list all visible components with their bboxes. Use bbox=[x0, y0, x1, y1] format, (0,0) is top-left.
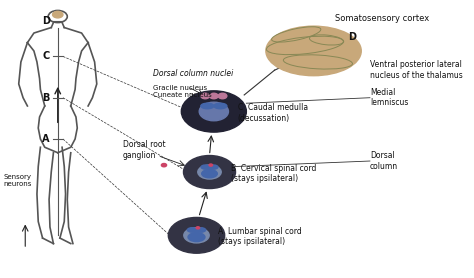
Circle shape bbox=[182, 91, 246, 132]
Ellipse shape bbox=[199, 102, 228, 121]
Ellipse shape bbox=[188, 233, 205, 242]
Ellipse shape bbox=[209, 165, 218, 169]
Text: Dorsal root
ganglion: Dorsal root ganglion bbox=[123, 140, 165, 160]
Ellipse shape bbox=[201, 165, 210, 169]
Text: Somatosensory cortex: Somatosensory cortex bbox=[335, 14, 429, 23]
Circle shape bbox=[183, 155, 236, 188]
Circle shape bbox=[210, 93, 218, 99]
Text: D: D bbox=[42, 16, 50, 26]
Text: A: A bbox=[43, 134, 50, 144]
Text: C  Caudal medulla
(decussation): C Caudal medulla (decussation) bbox=[237, 103, 308, 123]
Text: Sensory
neurons: Sensory neurons bbox=[4, 174, 32, 187]
Text: Gracile nucleus: Gracile nucleus bbox=[153, 85, 207, 91]
Ellipse shape bbox=[201, 103, 214, 109]
Circle shape bbox=[201, 93, 210, 99]
Text: Medial
lemniscus: Medial lemniscus bbox=[370, 88, 408, 107]
Ellipse shape bbox=[214, 103, 227, 109]
Text: Dorsal column nuclei: Dorsal column nuclei bbox=[153, 70, 233, 78]
Ellipse shape bbox=[196, 228, 206, 232]
Ellipse shape bbox=[266, 26, 361, 76]
Text: Ventral posterior lateral
nucleus of the thalamus: Ventral posterior lateral nucleus of the… bbox=[370, 61, 463, 80]
Text: B  Cervical spinal cord
(stays ipsilateral): B Cervical spinal cord (stays ipsilatera… bbox=[231, 164, 317, 183]
Ellipse shape bbox=[202, 170, 217, 178]
Text: A  Lumbar spinal cord
(stays ipsilateral): A Lumbar spinal cord (stays ipsilateral) bbox=[218, 227, 302, 247]
Circle shape bbox=[196, 227, 200, 229]
Circle shape bbox=[53, 11, 63, 18]
Ellipse shape bbox=[198, 165, 221, 179]
Circle shape bbox=[161, 163, 166, 167]
Ellipse shape bbox=[184, 228, 209, 243]
Circle shape bbox=[209, 164, 212, 166]
Circle shape bbox=[218, 93, 227, 99]
Text: B: B bbox=[43, 93, 50, 103]
Text: D: D bbox=[348, 32, 356, 42]
Text: Cuneate nucleus: Cuneate nucleus bbox=[153, 92, 212, 98]
Text: Dorsal
column: Dorsal column bbox=[370, 151, 398, 171]
Ellipse shape bbox=[187, 228, 197, 232]
Text: C: C bbox=[43, 51, 50, 61]
Circle shape bbox=[168, 217, 225, 253]
